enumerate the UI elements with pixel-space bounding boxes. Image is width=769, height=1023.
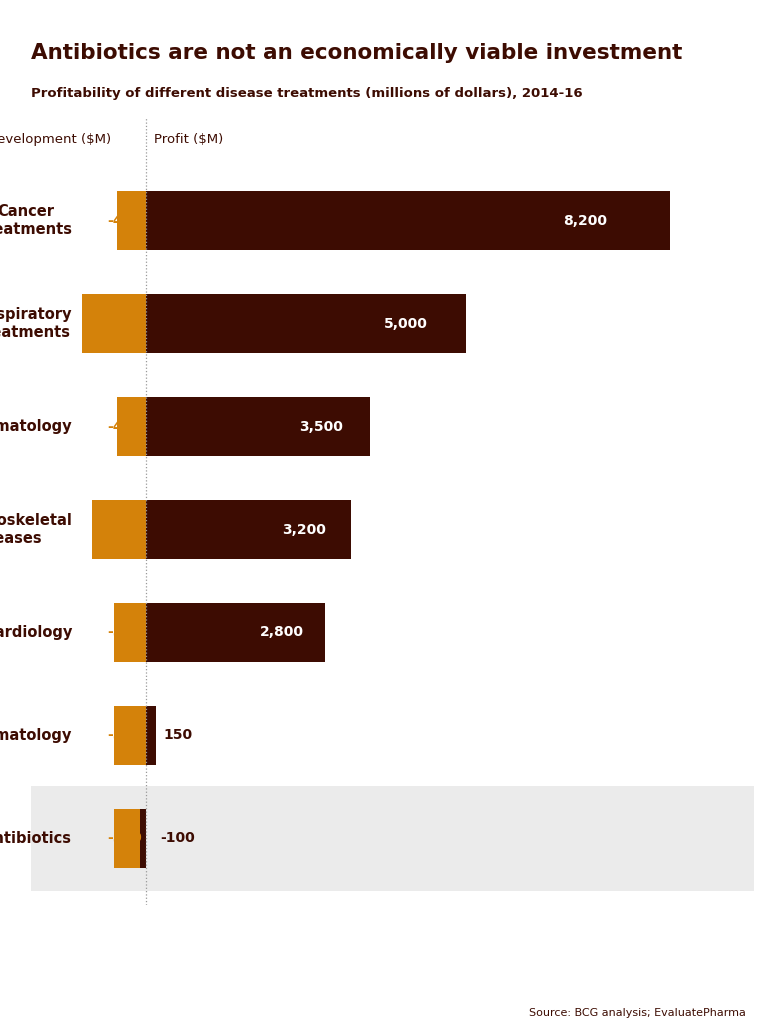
Bar — [114, 706, 146, 765]
Bar — [139, 808, 146, 869]
Text: -450: -450 — [108, 419, 142, 434]
Bar — [114, 808, 146, 869]
Text: Development ($M): Development ($M) — [0, 133, 111, 146]
Bar — [82, 294, 146, 353]
Text: -850: -850 — [108, 523, 142, 536]
Text: -500: -500 — [108, 625, 142, 639]
Text: 8,200: 8,200 — [564, 214, 608, 227]
Text: Dermatology: Dermatology — [0, 419, 72, 434]
Bar — [31, 786, 754, 891]
Text: Source: BCG analysis; EvaluatePharma: Source: BCG analysis; EvaluatePharma — [529, 1008, 746, 1018]
Text: Cancer
treatments: Cancer treatments — [0, 204, 72, 237]
Bar — [146, 603, 325, 662]
Bar — [114, 603, 146, 662]
Text: Cardiology: Cardiology — [0, 625, 72, 640]
Text: wellcome: wellcome — [630, 990, 689, 1004]
Bar — [146, 294, 466, 353]
Bar — [146, 190, 671, 251]
Text: Haematology: Haematology — [0, 728, 72, 743]
Text: -500: -500 — [108, 728, 142, 743]
Bar — [146, 706, 155, 765]
Text: -500: -500 — [108, 832, 142, 845]
Text: -100: -100 — [160, 832, 195, 845]
Text: -1,000: -1,000 — [93, 316, 142, 330]
Text: W: W — [637, 934, 682, 976]
Bar — [146, 397, 370, 456]
Text: Antibiotics: Antibiotics — [0, 831, 72, 846]
Text: Respiratory
treatments: Respiratory treatments — [0, 307, 72, 341]
Bar — [117, 397, 146, 456]
Text: 3,200: 3,200 — [282, 523, 326, 536]
Text: -450: -450 — [108, 214, 142, 227]
Text: 150: 150 — [163, 728, 192, 743]
Text: Profitability of different disease treatments (millions of dollars), 2014-16: Profitability of different disease treat… — [31, 87, 582, 100]
Text: Musculoskeletal
diseases: Musculoskeletal diseases — [0, 513, 72, 546]
Text: Profit ($M): Profit ($M) — [155, 133, 224, 146]
Text: Antibiotics are not an economically viable investment: Antibiotics are not an economically viab… — [31, 43, 682, 63]
Text: 5,000: 5,000 — [384, 316, 428, 330]
Bar — [92, 499, 146, 560]
Bar — [117, 190, 146, 251]
Text: 2,800: 2,800 — [259, 625, 304, 639]
Bar — [146, 499, 351, 560]
Text: 3,500: 3,500 — [299, 419, 343, 434]
